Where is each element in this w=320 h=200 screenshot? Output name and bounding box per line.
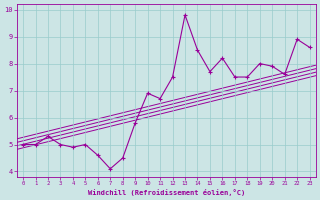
X-axis label: Windchill (Refroidissement éolien,°C): Windchill (Refroidissement éolien,°C) — [88, 189, 245, 196]
